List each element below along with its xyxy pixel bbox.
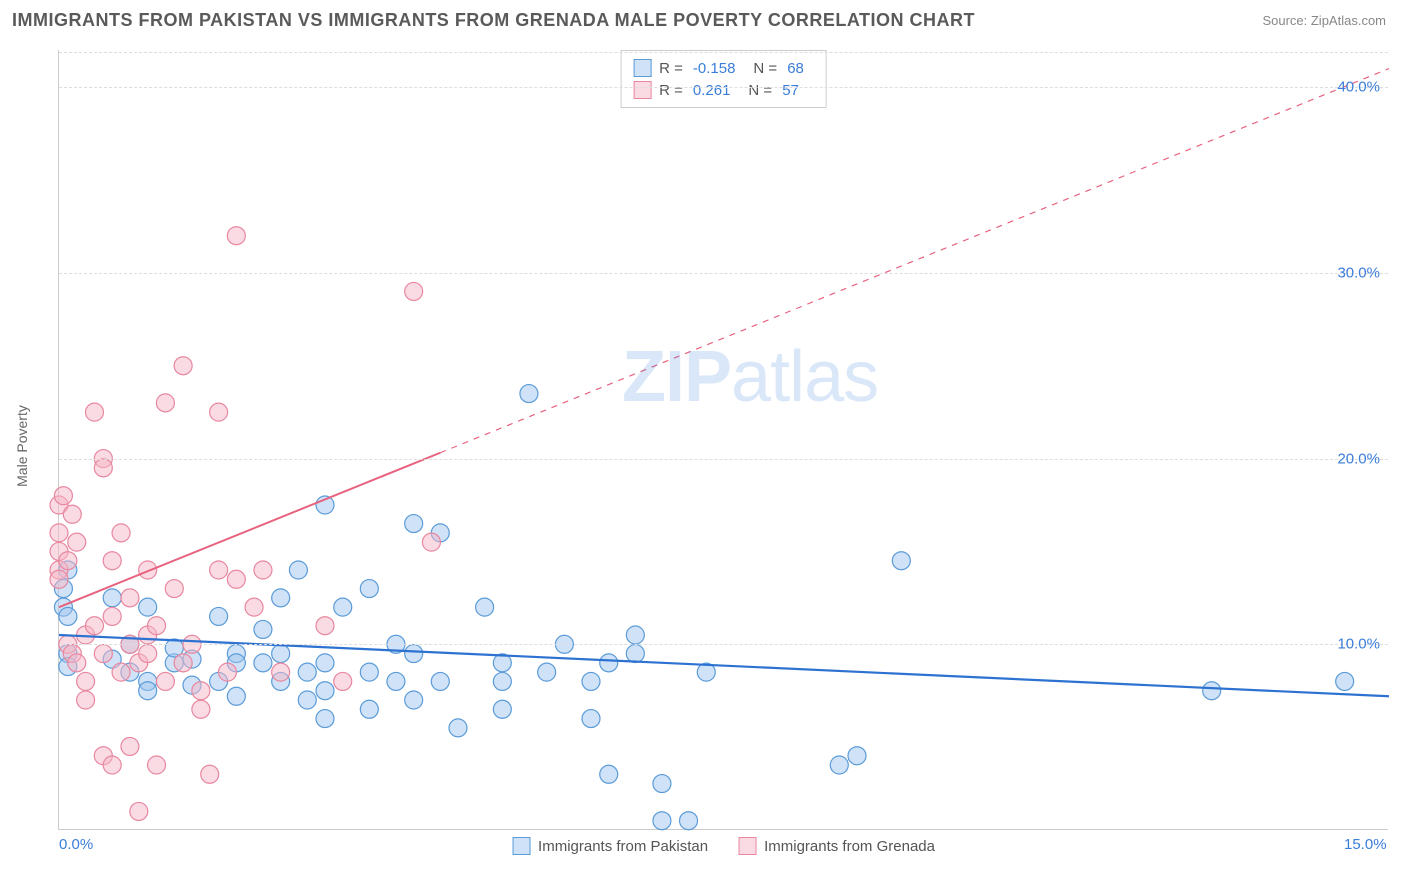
- y-tick-label: 30.0%: [1337, 264, 1380, 281]
- legend-item-grenada: Immigrants from Grenada: [738, 837, 935, 855]
- y-tick-label: 20.0%: [1337, 450, 1380, 467]
- legend-swatch-icon: [512, 837, 530, 855]
- series-legend: Immigrants from Pakistan Immigrants from…: [512, 837, 935, 855]
- legend-swatch-icon: [738, 837, 756, 855]
- y-tick-label: 40.0%: [1337, 79, 1380, 96]
- x-tick-label: 15.0%: [1344, 836, 1387, 853]
- chart-header: IMMIGRANTS FROM PAKISTAN VS IMMIGRANTS F…: [0, 0, 1406, 36]
- legend-row-grenada: R = 0.261 N = 57: [633, 79, 814, 101]
- correlation-legend: R = -0.158 N = 68 R = 0.261 N = 57: [620, 50, 827, 108]
- chart-title: IMMIGRANTS FROM PAKISTAN VS IMMIGRANTS F…: [12, 10, 975, 31]
- legend-row-pakistan: R = -0.158 N = 68: [633, 57, 814, 79]
- scatter-svg: [59, 50, 1388, 829]
- chart-source: Source: ZipAtlas.com: [1262, 13, 1386, 28]
- chart-plot-area: ZIPatlas R = -0.158 N = 68 R = 0.261 N =…: [58, 50, 1388, 830]
- x-tick-label: 0.0%: [59, 836, 93, 853]
- legend-swatch-grenada: [633, 81, 651, 99]
- y-axis-label: Male Poverty: [14, 405, 30, 487]
- y-tick-label: 10.0%: [1337, 636, 1380, 653]
- legend-swatch-pakistan: [633, 59, 651, 77]
- legend-item-pakistan: Immigrants from Pakistan: [512, 837, 708, 855]
